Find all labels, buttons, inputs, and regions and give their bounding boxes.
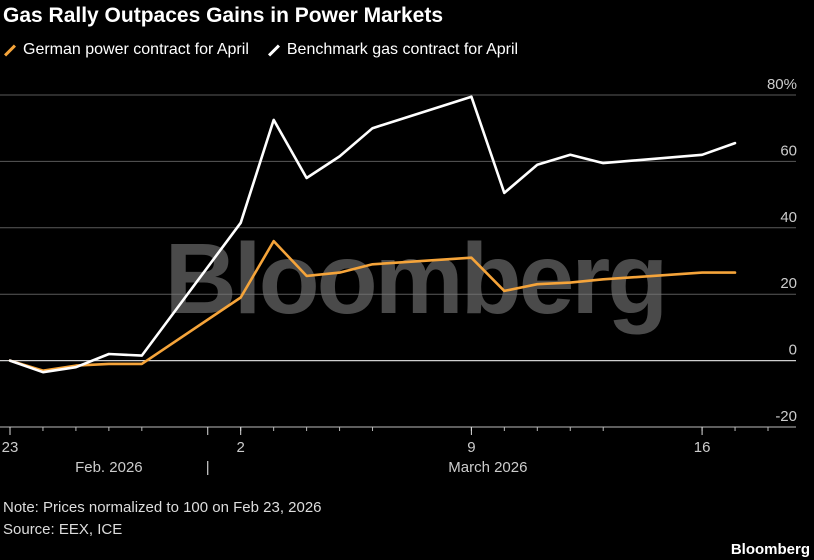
legend-item-gas: Benchmark gas contract for April [267, 41, 518, 59]
y-tick-label: 20 [780, 275, 797, 292]
bloomberg-logo-text: Bloomberg [730, 541, 810, 558]
note-text: Note: Prices normalized to 100 on Feb 23… [3, 499, 322, 516]
y-tick-label: 0 [789, 342, 797, 359]
x-tick-label: 16 [694, 439, 711, 456]
bloomberg-watermark: Bloomberg [165, 223, 666, 335]
grid-layer [0, 94, 796, 362]
legend-item-power: German power contract for April [3, 41, 249, 59]
legend: German power contract for April Benchmar… [3, 41, 518, 59]
footnote: Note: Prices normalized to 100 on Feb 23… [3, 497, 322, 541]
month-label: Feb. 2026 [75, 459, 143, 476]
axis-layer: -20 0 20 40 60 80% 23 2 9 16 | Feb. 2026 March 2026 [0, 76, 797, 476]
legend-label-gas: Benchmark gas contract for April [286, 41, 519, 58]
series-line-gas [8, 95, 737, 374]
chart-title: Gas Rally Outpaces Gains in Power Market… [3, 4, 444, 27]
y-tick-label: 80% [767, 76, 797, 93]
series-layer [8, 95, 737, 374]
month-separator: | [206, 459, 210, 476]
x-tick-label: 23 [2, 439, 19, 456]
y-tick-label: 40 [780, 209, 797, 226]
y-tick-label: -20 [775, 408, 797, 425]
x-tick-label: 9 [467, 439, 475, 456]
legend-label-power: German power contract for April [23, 41, 249, 58]
x-tick-label: 2 [237, 439, 245, 456]
source-text: Source: EEX, ICE [3, 521, 123, 538]
series-line-power [8, 239, 737, 372]
y-tick-label: 60 [780, 142, 797, 159]
month-label: March 2026 [448, 459, 527, 476]
